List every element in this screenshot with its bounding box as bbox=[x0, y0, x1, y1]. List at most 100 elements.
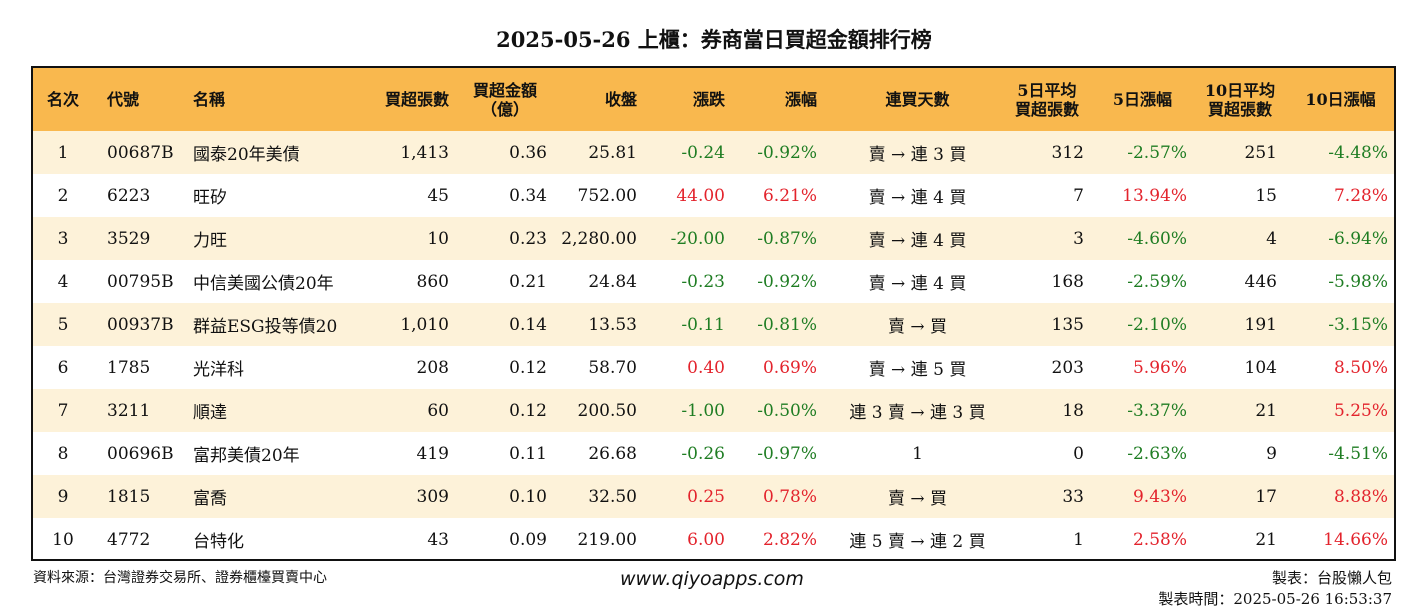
column-header-line2: 買超張數 bbox=[1207, 99, 1272, 119]
cell-pct: -0.50% bbox=[757, 400, 817, 421]
cell-avg5: 7 bbox=[1073, 185, 1084, 206]
cell-avg5: 1 bbox=[1073, 529, 1084, 550]
cell-close: 13.53 bbox=[588, 314, 637, 335]
column-header-line1: 10日漲幅 bbox=[1305, 90, 1376, 109]
cell-lots: 60 bbox=[427, 400, 449, 421]
cell-avg5: 203 bbox=[1051, 357, 1084, 378]
cell-rank: 8 bbox=[57, 443, 69, 464]
table-row[interactable]: 6 1785 光洋科 208 0.12 58.70 0.40 0.69% 賣 → 連 5 買 20… bbox=[33, 346, 1394, 389]
cell-code: 3211 bbox=[107, 400, 151, 421]
column-header-line1: 買超張數 bbox=[384, 90, 449, 109]
cell-amount: 0.21 bbox=[509, 271, 547, 292]
cell-change: -1.00 bbox=[681, 400, 725, 421]
column-header-9: 連買天數 bbox=[825, 68, 1010, 131]
column-header-line1: 名次 bbox=[46, 90, 79, 109]
column-header-line2: 買超張數 bbox=[1014, 99, 1079, 119]
cell-rank: 2 bbox=[57, 185, 69, 206]
cell-streak: 賣 → 連 3 買 bbox=[868, 145, 967, 165]
cell-close: 2,280.00 bbox=[561, 228, 637, 249]
cell-pct5: 13.94% bbox=[1122, 185, 1187, 206]
cell-lots: 309 bbox=[416, 486, 449, 507]
table-row[interactable]: 3 3529 力旺 10 0.23 2,280.00 -20.00 -0.87% 賣 → 連 4… bbox=[33, 217, 1394, 260]
cell-streak: 賣 → 連 4 買 bbox=[868, 274, 967, 294]
table-row[interactable]: 10 4772 台特化 43 0.09 219.00 6.00 2.82% 連 5 賣 → 連 … bbox=[33, 518, 1394, 559]
cell-close: 25.81 bbox=[588, 142, 637, 163]
cell-lots: 45 bbox=[427, 185, 449, 206]
cell-rank: 6 bbox=[57, 357, 69, 378]
page-title: 2025-05-26 上櫃：券商當日買超金額排行榜 bbox=[496, 27, 932, 52]
cell-avg10: 17 bbox=[1255, 486, 1277, 507]
table-row[interactable]: 1 00687B 國泰20年美債 1,413 0.36 25.81 -0.24 -0.92% 賣… bbox=[33, 131, 1394, 174]
cell-close: 200.50 bbox=[577, 400, 637, 421]
cell-close: 26.68 bbox=[588, 443, 637, 464]
table-row[interactable]: 4 00795B 中信美國公債20年 860 0.21 24.84 -0.23 -0.92% 賣… bbox=[33, 260, 1394, 303]
cell-rank: 3 bbox=[57, 228, 69, 249]
cell-code: 00687B bbox=[107, 142, 174, 163]
column-header-11: 5日漲幅 bbox=[1090, 68, 1195, 131]
cell-close: 219.00 bbox=[577, 529, 637, 550]
cell-streak: 1 bbox=[912, 443, 923, 464]
column-header-5: 買超金額 （億） bbox=[455, 68, 555, 131]
cell-change: 0.25 bbox=[687, 486, 725, 507]
cell-name: 國泰20年美債 bbox=[193, 145, 300, 165]
column-header-line2: （億） bbox=[480, 99, 529, 119]
cell-pct10: 7.28% bbox=[1333, 185, 1388, 206]
cell-avg5: 135 bbox=[1051, 314, 1084, 335]
column-header-line1: 5日平均 bbox=[1017, 80, 1077, 100]
cell-lots: 1,413 bbox=[400, 142, 449, 163]
made-time: 製表時間：2025-05-26 16:53:37 bbox=[1158, 590, 1392, 608]
column-header-line1: 漲跌 bbox=[692, 90, 725, 109]
table-row[interactable]: 5 00937B 群益ESG投等債20 1,010 0.14 13.53 -0.11 -0.8… bbox=[33, 303, 1394, 346]
website-link[interactable]: www.qiyoapps.com bbox=[620, 568, 804, 590]
cell-amount: 0.09 bbox=[509, 529, 547, 550]
cell-amount: 0.10 bbox=[509, 486, 547, 507]
table-row[interactable]: 2 6223 旺矽 45 0.34 752.00 44.00 6.21% 賣 → 連 4 買 7 1… bbox=[33, 174, 1394, 217]
table-row[interactable]: 7 3211 順達 60 0.12 200.50 -1.00 -0.50% 連 3 賣 → 連 … bbox=[33, 389, 1394, 432]
cell-pct5: -4.60% bbox=[1127, 228, 1187, 249]
cell-streak: 賣 → 連 5 買 bbox=[868, 360, 967, 380]
cell-amount: 0.36 bbox=[509, 142, 547, 163]
column-header-line1: 10日平均 bbox=[1204, 80, 1276, 100]
cell-streak: 連 5 賣 → 連 2 買 bbox=[849, 532, 986, 552]
cell-pct: 0.69% bbox=[762, 357, 817, 378]
cell-rank: 1 bbox=[57, 142, 69, 163]
cell-lots: 43 bbox=[427, 529, 449, 550]
cell-amount: 0.12 bbox=[509, 400, 547, 421]
cell-name: 富喬 bbox=[193, 489, 227, 509]
cell-streak: 賣 → 連 4 買 bbox=[868, 188, 967, 208]
cell-pct5: -2.59% bbox=[1127, 271, 1187, 292]
cell-avg5: 33 bbox=[1062, 486, 1084, 507]
cell-change: -0.26 bbox=[681, 443, 725, 464]
table-row[interactable]: 8 00696B 富邦美債20年 419 0.11 26.68 -0.26 -0.97% 1 0 -… bbox=[33, 432, 1394, 475]
cell-rank: 7 bbox=[57, 400, 69, 421]
cell-change: -0.11 bbox=[681, 314, 725, 335]
maker-note: 製表：台股懶人包 bbox=[1271, 569, 1392, 587]
cell-avg10: 251 bbox=[1244, 142, 1277, 163]
cell-close: 24.84 bbox=[588, 271, 637, 292]
cell-code: 1815 bbox=[107, 486, 151, 507]
cell-close: 58.70 bbox=[588, 357, 637, 378]
cell-change: 44.00 bbox=[676, 185, 725, 206]
cell-streak: 賣 → 買 bbox=[887, 489, 948, 509]
cell-lots: 1,010 bbox=[400, 314, 449, 335]
cell-pct: 2.82% bbox=[762, 529, 817, 550]
cell-code: 00795B bbox=[107, 271, 174, 292]
cell-amount: 0.34 bbox=[509, 185, 547, 206]
cell-amount: 0.12 bbox=[509, 357, 547, 378]
column-header-13: 10日漲幅 bbox=[1285, 68, 1394, 131]
cell-avg10: 21 bbox=[1255, 400, 1277, 421]
cell-streak: 賣 → 連 4 買 bbox=[868, 231, 967, 251]
cell-rank: 9 bbox=[57, 486, 69, 507]
table-row[interactable]: 9 1815 富喬 309 0.10 32.50 0.25 0.78% 賣 → 買 33 9.43%… bbox=[33, 475, 1394, 518]
column-header-7: 漲跌 bbox=[645, 68, 735, 131]
cell-pct10: 8.50% bbox=[1333, 357, 1388, 378]
cell-code: 6223 bbox=[107, 185, 151, 206]
column-header-line1: 5日漲幅 bbox=[1112, 90, 1173, 109]
cell-code: 4772 bbox=[107, 529, 151, 550]
cell-amount: 0.23 bbox=[509, 228, 547, 249]
column-header-8: 漲幅 bbox=[735, 68, 825, 131]
column-header-line1: 收盤 bbox=[604, 90, 637, 109]
column-header-line1: 名稱 bbox=[193, 90, 226, 109]
cell-change: -20.00 bbox=[670, 228, 725, 249]
cell-pct: -0.81% bbox=[757, 314, 817, 335]
